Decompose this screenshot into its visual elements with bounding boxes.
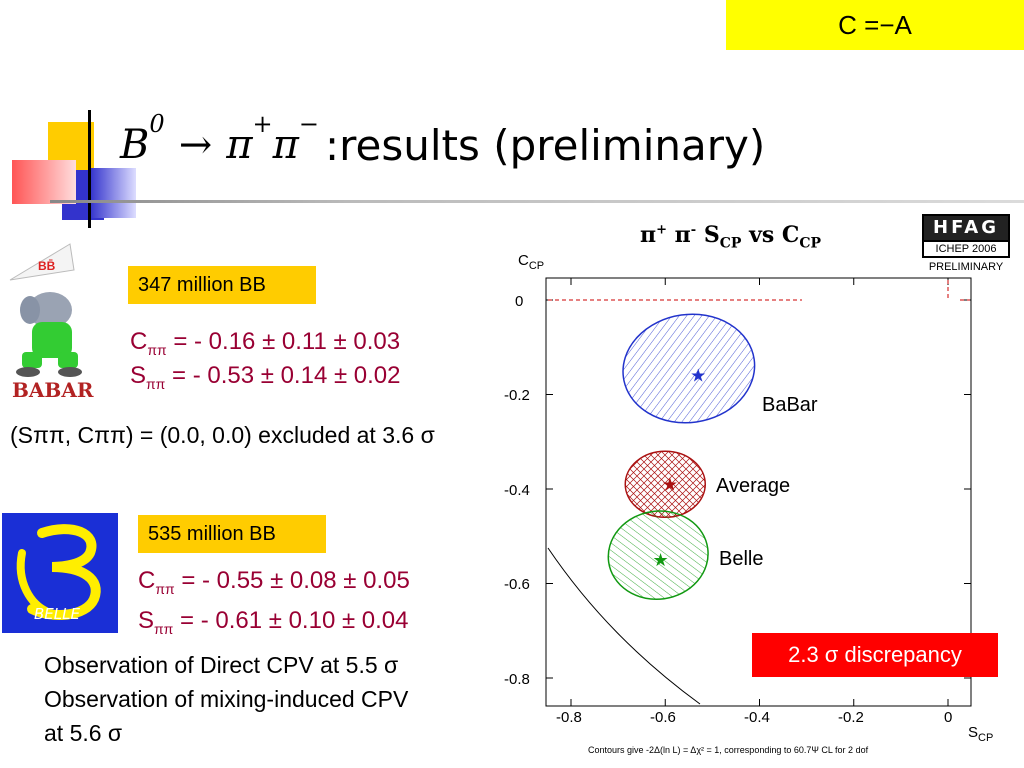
babar-exclusion: (Sππ, Cππ) = (0.0, 0.0) excluded at 3.6 … bbox=[10, 422, 435, 448]
babar-c-measurement: Cππ = - 0.16 ± 0.11 ± 0.03 bbox=[130, 328, 401, 358]
hfag-logo-bottom: PRELIMINARY bbox=[928, 261, 1004, 273]
x-tick-label: -0.6 bbox=[650, 709, 676, 726]
x-axis-label: SCP bbox=[968, 724, 994, 744]
discrepancy-banner: 2.3 σ discrepancy bbox=[752, 633, 998, 677]
y-axis-label: CCP bbox=[518, 252, 545, 272]
data-marks: ★ ★ ★ bbox=[607, 313, 756, 601]
corner-label: C =−A bbox=[726, 0, 1024, 50]
physical-boundary-curve bbox=[547, 547, 701, 705]
hfag-logo: HFAG ICHEP 2006 PRELIMINARY bbox=[922, 214, 1010, 274]
title-text: :results (preliminary) bbox=[325, 120, 766, 170]
plot-frame bbox=[545, 277, 972, 707]
babar-s-measurement: Sππ = - 0.53 ± 0.14 ± 0.02 bbox=[130, 362, 401, 392]
belle-event-count: 535 million BB bbox=[138, 515, 326, 553]
svg-text:BB̄: BB̄ bbox=[38, 259, 56, 273]
hfag-logo-top: HFAG bbox=[922, 214, 1010, 242]
belle-s-measurement: Sππ = - 0.61 ± 0.10 ± 0.04 bbox=[138, 607, 409, 637]
plot-title: π+ π- SCP vs CCP bbox=[640, 222, 822, 252]
belle-logo: BELLE bbox=[2, 513, 118, 633]
point-average: ★ bbox=[662, 474, 678, 495]
y-tick-label: 0 bbox=[515, 293, 524, 310]
title-decoration bbox=[0, 100, 1024, 230]
point-babar: ★ bbox=[690, 366, 706, 387]
x-tick-label: 0 bbox=[944, 709, 953, 726]
series-label-average: Average bbox=[716, 475, 791, 497]
babar-logo-text: BABAR bbox=[12, 378, 94, 402]
series-label-belle: Belle bbox=[719, 548, 764, 570]
belle-observation-1: Observation of Direct CPV at 5.5 σ bbox=[44, 652, 399, 678]
x-tick-label: -0.2 bbox=[838, 709, 864, 726]
belle-logo-text: BELLE bbox=[34, 605, 80, 623]
axis-ticks bbox=[546, 278, 971, 706]
belle-observation-3: at 5.6 σ bbox=[44, 720, 123, 746]
point-belle: ★ bbox=[652, 550, 668, 571]
y-tick-label: -0.8 bbox=[504, 671, 530, 688]
series-label-babar: BaBar bbox=[762, 394, 818, 416]
x-tick-label: -0.8 bbox=[556, 709, 582, 726]
hfag-logo-mid: ICHEP 2006 bbox=[922, 242, 1010, 258]
contour-babar bbox=[622, 313, 756, 424]
belle-c-measurement: Cππ = - 0.55 ± 0.08 ± 0.05 bbox=[138, 567, 410, 597]
y-tick-label: -0.6 bbox=[504, 576, 530, 593]
y-tick-label: -0.4 bbox=[504, 482, 530, 499]
babar-event-count: 347 million BB bbox=[128, 266, 316, 304]
contour-belle bbox=[607, 510, 709, 601]
plot-footnote: Contours give -2Δ(ln L) = Δχ² = 1, corre… bbox=[588, 745, 869, 755]
y-tick-label: -0.2 bbox=[504, 387, 530, 404]
belle-observation-2: Observation of mixing-induced CPV bbox=[44, 686, 409, 712]
x-tick-label: -0.4 bbox=[744, 709, 770, 726]
babar-logo: BB̄ BABAR bbox=[4, 240, 104, 406]
